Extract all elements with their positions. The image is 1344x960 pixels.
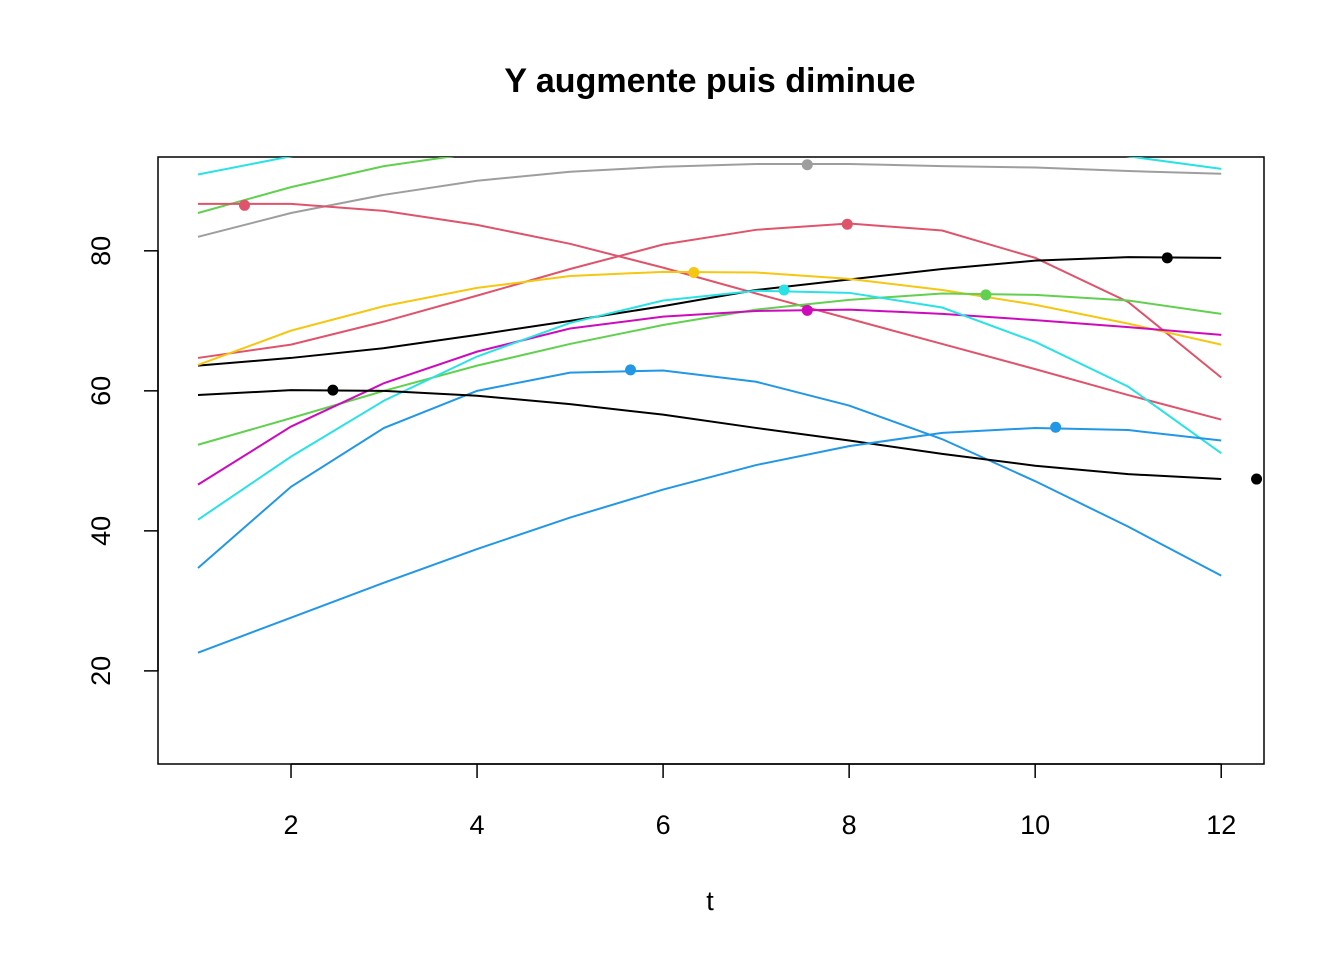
chart-title: Y augmente puis diminue xyxy=(504,62,915,100)
peak-point xyxy=(327,384,339,396)
peak-point xyxy=(625,364,637,376)
x-tick-label: 2 xyxy=(284,810,299,840)
series-line xyxy=(197,163,1222,238)
peak-point xyxy=(1050,421,1062,433)
series-line xyxy=(197,289,1222,521)
peak-point xyxy=(841,218,853,230)
peak-point xyxy=(801,304,813,316)
series-line xyxy=(197,308,1222,486)
series-line xyxy=(197,426,1222,654)
x-tick-label: 8 xyxy=(842,810,857,840)
y-tick-label: 40 xyxy=(86,516,116,546)
series-line xyxy=(197,157,1222,176)
x-tick-label: 10 xyxy=(1020,810,1050,840)
x-axis-label: t xyxy=(706,886,714,916)
series-line xyxy=(197,222,1222,379)
peak-point xyxy=(688,267,700,279)
x-tick-label: 12 xyxy=(1206,810,1236,840)
y-tick-label: 80 xyxy=(86,236,116,266)
plot-area xyxy=(197,157,1222,654)
peak-point xyxy=(239,199,251,211)
peak-point xyxy=(778,284,790,296)
series-line xyxy=(197,256,1222,367)
series-line xyxy=(197,389,1222,481)
series-line xyxy=(197,202,1222,421)
y-tick-label: 60 xyxy=(86,376,116,406)
x-tick-label: 4 xyxy=(470,810,485,840)
peak-point xyxy=(1161,252,1173,264)
series-line xyxy=(197,292,1222,446)
peak-point xyxy=(980,289,992,301)
peak-point xyxy=(1251,473,1263,485)
series-line xyxy=(197,369,1222,577)
series-line xyxy=(197,270,1222,366)
y-tick-label: 20 xyxy=(86,656,116,686)
series-line xyxy=(197,157,455,214)
peak-point xyxy=(801,159,813,171)
x-tick-label: 6 xyxy=(656,810,671,840)
plot-frame xyxy=(157,156,1265,765)
